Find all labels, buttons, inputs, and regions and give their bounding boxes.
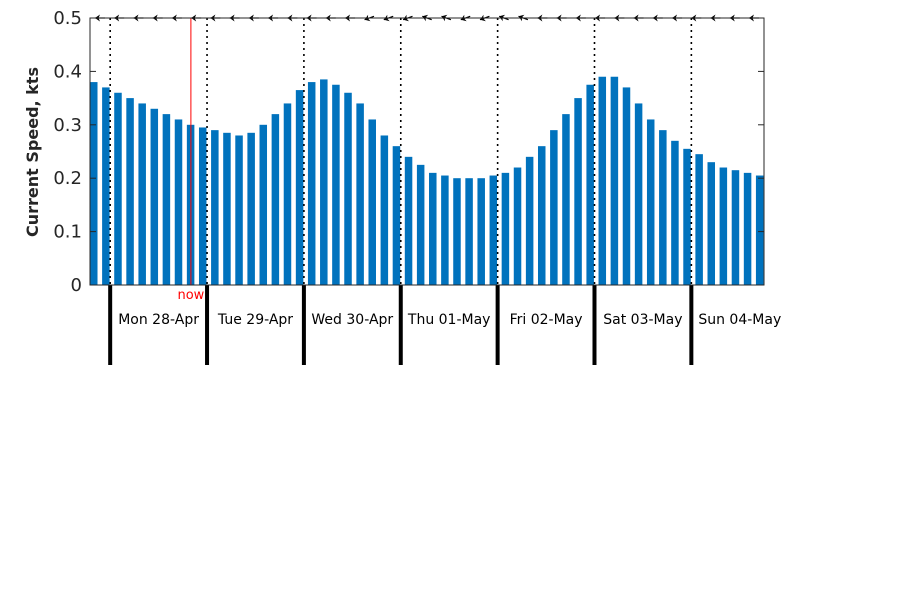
speed-bar [211,130,219,285]
speed-bar [646,119,655,286]
speed-bar [550,130,558,285]
speed-bar [634,103,643,285]
speed-bar [731,170,740,285]
speed-bar [562,114,570,286]
speed-bar [429,172,437,285]
speed-bar [271,114,280,286]
speed-bar [283,103,292,285]
speed-bar [525,156,534,285]
day-label: Sat 03-May [603,312,682,328]
plot-frame [89,17,765,286]
speed-bar [138,103,146,285]
y-tick-label: 0 [71,275,82,296]
y-tick-label: 0.2 [53,168,82,189]
speed-bar [114,92,122,285]
speed-bar [162,114,171,286]
speed-bar [380,135,389,285]
speed-bar [598,76,607,286]
speed-bar [235,135,243,285]
y-axis-label: Current Speed, kts [23,67,42,237]
speed-bar [416,164,425,285]
speed-bar [332,84,340,285]
speed-bar [683,148,691,285]
speed-bar [453,178,461,285]
speed-bar [259,124,268,285]
y-axis-ticks: 0 0.1 0.2 0.3 0.4 0.5 [53,8,764,296]
speed-bar [719,167,728,285]
speed-bar [295,90,304,285]
speed-bar [368,119,376,286]
speed-bar [441,175,449,285]
speed-bar [707,162,716,285]
speed-bar [477,178,485,285]
speed-bar [513,167,522,285]
day-label: Sun 04-May [698,312,781,328]
speed-bar [307,82,316,285]
day-label: Wed 30-Apr [311,312,393,328]
speed-bar [610,76,619,286]
speed-bar [320,79,328,285]
speed-bar [356,103,364,285]
day-label: Mon 28-Apr [118,312,199,328]
day-label: Fri 02-May [510,312,583,328]
day-label: Thu 01-May [407,312,491,328]
bars-group [90,76,764,286]
speed-bar [489,175,498,285]
speed-bar [695,154,703,285]
speed-bar [102,87,110,285]
speed-bar [150,108,159,285]
day-separators [108,18,694,365]
speed-bar [392,146,401,285]
y-tick-label: 0.4 [53,61,82,82]
speed-bar [586,84,594,285]
y-tick-label: 0.5 [53,8,82,29]
speed-bar [743,172,752,285]
speed-bar [622,87,631,285]
x-axis-day-labels: Mon 28-Apr Tue 29-Apr Wed 30-Apr Thu 01-May… [118,312,781,328]
speed-bar [537,146,546,285]
speed-bar [501,172,510,285]
speed-bar [223,132,231,285]
speed-bar [465,178,473,285]
day-label: Tue 29-Apr [217,312,293,328]
now-label: now [177,288,204,303]
speed-bar [671,140,679,285]
speed-bar [574,98,582,285]
speed-bar [659,130,667,285]
speed-bar [344,92,352,285]
y-tick-label: 0.1 [53,222,82,243]
speed-bar [126,98,134,285]
speed-bar [404,156,413,285]
speed-bar [247,132,255,285]
y-tick-label: 0.3 [53,115,82,136]
speed-bar [198,127,207,285]
speed-bar [755,175,764,285]
speed-bar [174,119,183,286]
speed-bar [90,82,98,285]
